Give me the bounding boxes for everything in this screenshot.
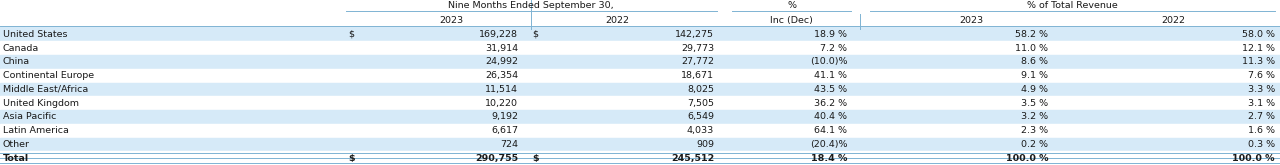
Bar	[0, 124, 1280, 137]
Text: 245,512: 245,512	[671, 154, 714, 163]
Text: Inc (Dec): Inc (Dec)	[771, 16, 813, 25]
Text: 7.2 %: 7.2 %	[820, 44, 847, 53]
Text: Nine Months Ended September 30,: Nine Months Ended September 30,	[448, 1, 614, 10]
Text: 8,025: 8,025	[687, 85, 714, 94]
Text: 100.0 %: 100.0 %	[1006, 154, 1048, 163]
Text: 2023: 2023	[960, 16, 983, 25]
Text: 26,354: 26,354	[485, 71, 518, 80]
Text: 0.2 %: 0.2 %	[1021, 140, 1048, 149]
Text: 2.3 %: 2.3 %	[1021, 126, 1048, 135]
Text: 43.5 %: 43.5 %	[814, 85, 847, 94]
Text: 9,192: 9,192	[492, 112, 518, 121]
Text: 909: 909	[696, 140, 714, 149]
Text: 18.4 %: 18.4 %	[812, 154, 847, 163]
Text: Latin America: Latin America	[3, 126, 68, 135]
Text: 6,617: 6,617	[492, 126, 518, 135]
Text: 100.0 %: 100.0 %	[1233, 154, 1275, 163]
Text: Continental Europe: Continental Europe	[3, 71, 93, 80]
Text: 58.2 %: 58.2 %	[1015, 30, 1048, 39]
Text: 31,914: 31,914	[485, 44, 518, 53]
Text: 40.4 %: 40.4 %	[814, 112, 847, 121]
Text: 11.0 %: 11.0 %	[1015, 44, 1048, 53]
Bar	[0, 55, 1280, 69]
Text: 10,220: 10,220	[485, 99, 518, 108]
Text: $: $	[348, 154, 355, 163]
Text: 27,772: 27,772	[681, 57, 714, 66]
Text: 8.6 %: 8.6 %	[1021, 57, 1048, 66]
Text: 18.9 %: 18.9 %	[814, 30, 847, 39]
Bar	[0, 110, 1280, 124]
Bar	[0, 96, 1280, 110]
Text: (20.4)%: (20.4)%	[810, 140, 847, 149]
Text: 142,275: 142,275	[676, 30, 714, 39]
Bar	[0, 151, 1280, 165]
Text: 58.0 %: 58.0 %	[1242, 30, 1275, 39]
Text: 11,514: 11,514	[485, 85, 518, 94]
Text: 18,671: 18,671	[681, 71, 714, 80]
Text: 2023: 2023	[439, 16, 463, 25]
Text: 3.2 %: 3.2 %	[1021, 112, 1048, 121]
Text: 2022: 2022	[605, 16, 630, 25]
Text: 7.6 %: 7.6 %	[1248, 71, 1275, 80]
Text: 7,505: 7,505	[687, 99, 714, 108]
Text: 1.6 %: 1.6 %	[1248, 126, 1275, 135]
Text: Middle East/Africa: Middle East/Africa	[3, 85, 88, 94]
Text: 11.3 %: 11.3 %	[1242, 57, 1275, 66]
Text: %: %	[787, 1, 796, 10]
Text: 4.9 %: 4.9 %	[1021, 85, 1048, 94]
Text: 724: 724	[500, 140, 518, 149]
Text: (10.0)%: (10.0)%	[810, 57, 847, 66]
Text: $: $	[532, 30, 539, 39]
Bar	[0, 28, 1280, 41]
Text: % of Total Revenue: % of Total Revenue	[1028, 1, 1117, 10]
Text: Asia Pacific: Asia Pacific	[3, 112, 56, 121]
Text: 29,773: 29,773	[681, 44, 714, 53]
Text: Canada: Canada	[3, 44, 38, 53]
Text: $: $	[532, 154, 539, 163]
Bar	[0, 0, 1280, 14]
Bar	[0, 14, 1280, 28]
Text: 41.1 %: 41.1 %	[814, 71, 847, 80]
Bar	[0, 69, 1280, 82]
Text: United Kingdom: United Kingdom	[3, 99, 78, 108]
Text: $: $	[348, 30, 355, 39]
Text: 6,549: 6,549	[687, 112, 714, 121]
Text: 2022: 2022	[1162, 16, 1185, 25]
Text: 4,033: 4,033	[687, 126, 714, 135]
Text: Total: Total	[3, 154, 28, 163]
Text: 64.1 %: 64.1 %	[814, 126, 847, 135]
Text: 24,992: 24,992	[485, 57, 518, 66]
Text: 2.7 %: 2.7 %	[1248, 112, 1275, 121]
Text: 3.1 %: 3.1 %	[1248, 99, 1275, 108]
Text: 0.3 %: 0.3 %	[1248, 140, 1275, 149]
Text: 290,755: 290,755	[475, 154, 518, 163]
Text: China: China	[3, 57, 29, 66]
Text: 3.5 %: 3.5 %	[1021, 99, 1048, 108]
Text: 169,228: 169,228	[480, 30, 518, 39]
Text: 36.2 %: 36.2 %	[814, 99, 847, 108]
Bar	[0, 82, 1280, 96]
Bar	[0, 41, 1280, 55]
Text: United States: United States	[3, 30, 67, 39]
Bar	[0, 137, 1280, 151]
Text: 12.1 %: 12.1 %	[1242, 44, 1275, 53]
Text: 9.1 %: 9.1 %	[1021, 71, 1048, 80]
Text: 3.3 %: 3.3 %	[1248, 85, 1275, 94]
Text: Other: Other	[3, 140, 29, 149]
